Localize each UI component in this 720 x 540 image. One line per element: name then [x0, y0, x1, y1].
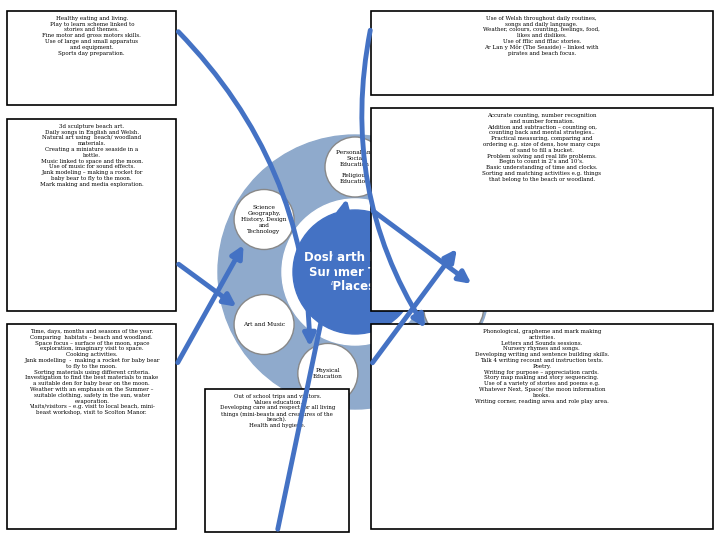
Circle shape [298, 343, 358, 403]
FancyBboxPatch shape [7, 119, 176, 310]
Circle shape [282, 199, 428, 345]
Circle shape [234, 190, 294, 249]
Text: Science
Geography,
History, Design
and
Technology: Science Geography, History, Design and T… [241, 205, 287, 234]
Circle shape [293, 210, 417, 334]
FancyBboxPatch shape [7, 324, 176, 529]
FancyBboxPatch shape [371, 11, 713, 94]
FancyArrowPatch shape [179, 264, 232, 303]
Text: Personal and
Social
Education

Religious
Education: Personal and Social Education Religious … [336, 150, 374, 184]
Circle shape [218, 135, 492, 409]
Circle shape [416, 190, 476, 249]
FancyArrowPatch shape [278, 204, 348, 529]
FancyBboxPatch shape [371, 324, 713, 529]
Text: Dosbarth Enfys
Summer Term
‘Places’: Dosbarth Enfys Summer Term ‘Places’ [305, 251, 405, 294]
FancyBboxPatch shape [371, 108, 713, 310]
Text: Out of school trips and visitors.
Values education.
Developing care and respect : Out of school trips and visitors. Values… [220, 394, 335, 428]
Circle shape [234, 294, 294, 354]
FancyArrowPatch shape [178, 249, 241, 363]
Text: Physical
Education: Physical Education [313, 368, 343, 379]
Text: Welsh
Language: Welsh Language [401, 353, 430, 363]
Text: Maths: Maths [444, 306, 463, 310]
Text: Time, days, months and seasons of the year.
Comparing  habitats – beach and wood: Time, days, months and seasons of the ye… [24, 329, 160, 415]
FancyBboxPatch shape [7, 11, 176, 105]
Text: Phonological, grapheme and mark making
activities.
Letters and Sounds sessions.
: Phonological, grapheme and mark making a… [474, 329, 609, 403]
FancyArrowPatch shape [372, 253, 454, 363]
Text: Healthy eating and living.
Play to learn scheme linked to
stories and themes.
Fi: Healthy eating and living. Play to learn… [42, 16, 141, 56]
Text: Use of Welsh throughout daily routines,
songs and daily language.
Weather, colou: Use of Welsh throughout daily routines, … [483, 16, 600, 56]
Text: 3d sculpture beach art.
Daily songs in English and Welsh.
Natural art using  bea: 3d sculpture beach art. Daily songs in E… [40, 124, 144, 187]
FancyArrowPatch shape [373, 211, 467, 281]
Circle shape [385, 328, 445, 388]
FancyArrowPatch shape [362, 30, 423, 323]
FancyArrowPatch shape [179, 32, 315, 341]
Text: Accurate counting, number recognition
and number formation.
Addition and subtrac: Accurate counting, number recognition an… [482, 113, 601, 182]
Circle shape [325, 137, 385, 197]
Text: Literacy: Literacy [433, 217, 458, 222]
Circle shape [423, 278, 484, 338]
FancyBboxPatch shape [205, 389, 349, 532]
Text: Art and Music: Art and Music [243, 322, 285, 327]
